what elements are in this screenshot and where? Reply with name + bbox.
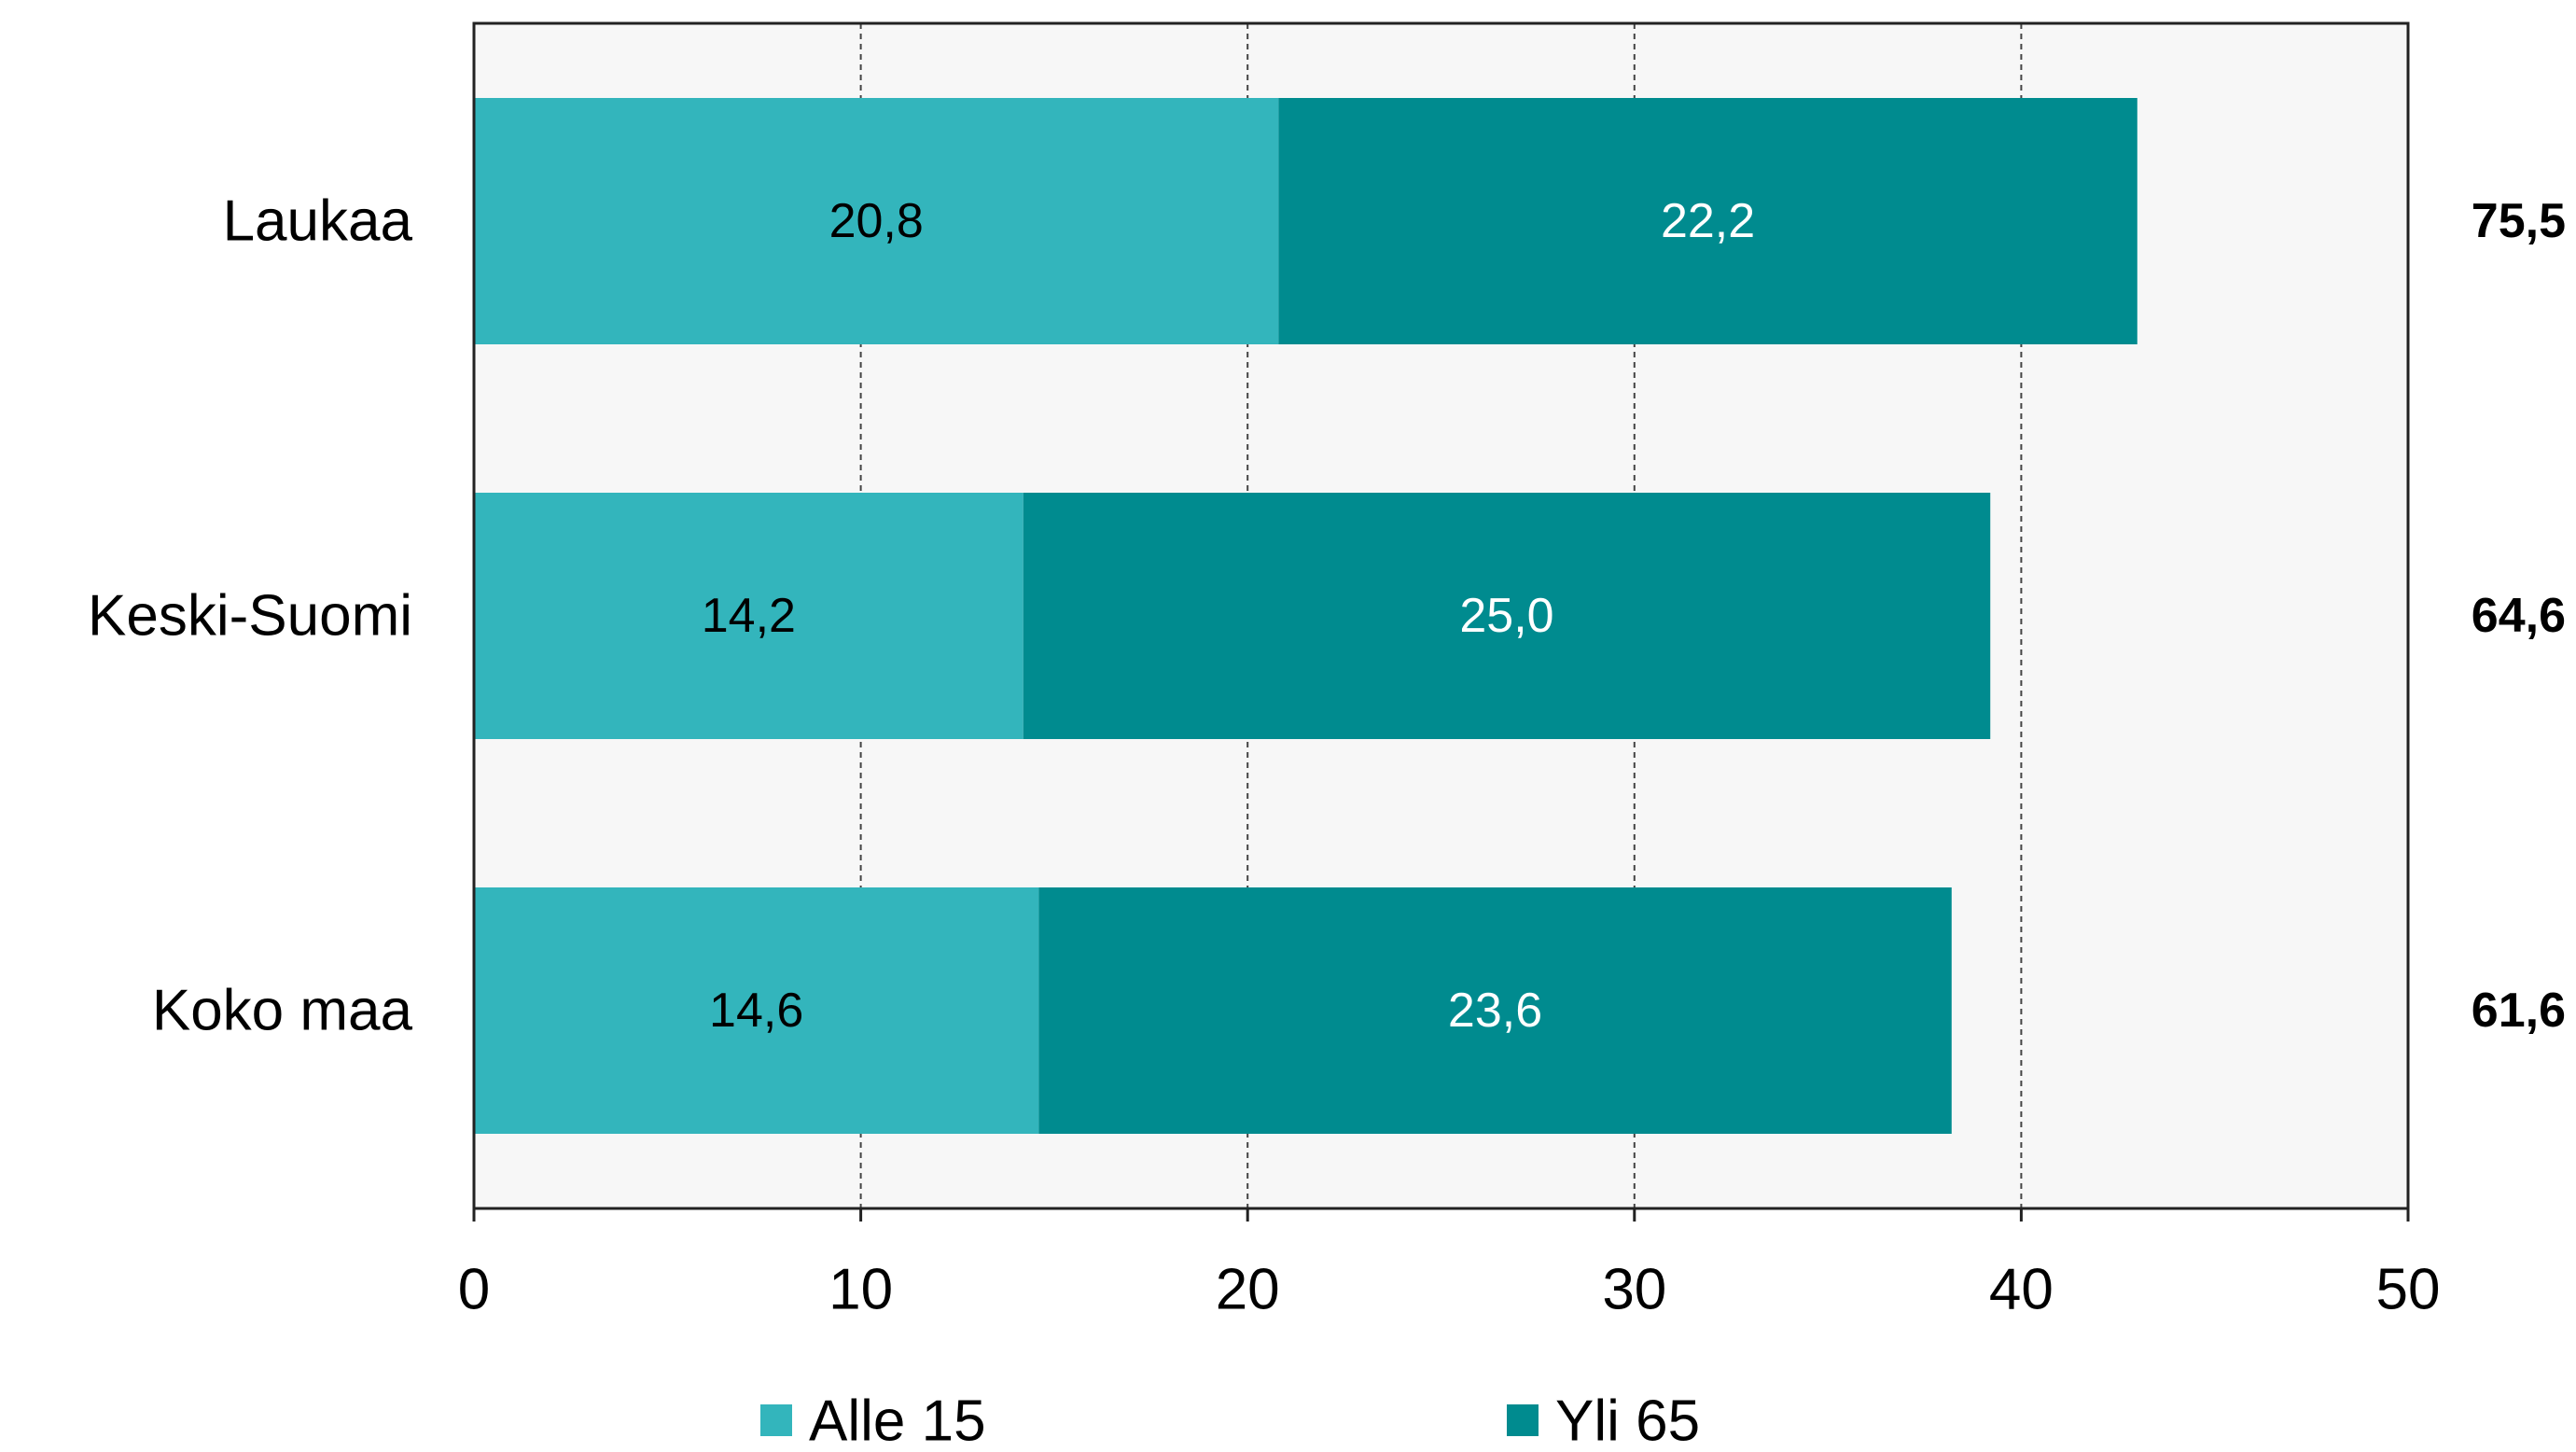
x-tick-label: 30 bbox=[1602, 1258, 1666, 1322]
legend: Alle 15 Yli 65 bbox=[760, 1389, 1700, 1452]
total-label: 75,5 bbox=[2472, 194, 2566, 248]
data-label: 22,2 bbox=[1661, 194, 1755, 248]
y-axis: Laukaa Keski-Suomi Koko maa bbox=[88, 189, 413, 1043]
bar-segment-yli-65 bbox=[1023, 493, 1991, 739]
x-tick-label: 20 bbox=[1216, 1258, 1280, 1322]
legend-label: Alle 15 bbox=[809, 1389, 986, 1452]
category-label: Laukaa bbox=[223, 189, 413, 254]
data-label: 23,6 bbox=[1448, 984, 1542, 1038]
bar-segment-yli-65 bbox=[1278, 98, 2137, 344]
bar-segment-alle-15 bbox=[474, 493, 1023, 739]
totals: 75,5 64,6 61,6 bbox=[2472, 194, 2566, 1038]
bar-segment-alle-15 bbox=[474, 887, 1039, 1134]
data-label: 14,6 bbox=[709, 984, 803, 1038]
x-tick-label: 10 bbox=[828, 1258, 893, 1322]
bar-segment-yli-65 bbox=[1038, 887, 1952, 1134]
bar-segment-alle-15 bbox=[474, 98, 1279, 344]
category-label: Koko maa bbox=[152, 979, 413, 1043]
data-label: 14,2 bbox=[702, 589, 796, 643]
total-label: 64,6 bbox=[2472, 589, 2566, 643]
data-label: 25,0 bbox=[1459, 589, 1553, 643]
x-axis: 0 10 20 30 40 50 bbox=[458, 1208, 2441, 1322]
total-label: 61,6 bbox=[2472, 984, 2566, 1038]
x-tick-label: 0 bbox=[458, 1258, 490, 1322]
bars: 20,8 22,2 14,2 25,0 14,6 23,6 bbox=[474, 98, 2137, 1134]
data-label: 20,8 bbox=[829, 194, 924, 248]
x-tick-label: 50 bbox=[2376, 1258, 2441, 1322]
category-label: Keski-Suomi bbox=[88, 584, 412, 649]
legend-swatch bbox=[760, 1404, 792, 1436]
legend-swatch bbox=[1507, 1404, 1539, 1436]
x-tick-label: 40 bbox=[1989, 1258, 2054, 1322]
legend-label: Yli 65 bbox=[1555, 1389, 1700, 1452]
plot-frame bbox=[472, 21, 2410, 1210]
